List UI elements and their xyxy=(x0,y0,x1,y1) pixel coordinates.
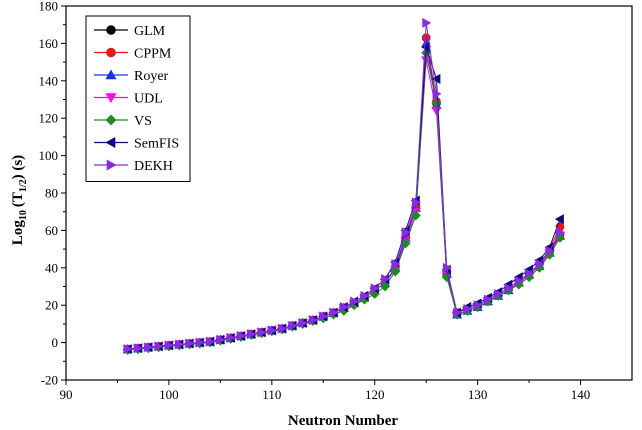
legend-label-semfis: SemFIS xyxy=(134,137,179,152)
x-tick-label: 140 xyxy=(571,387,591,402)
data-point-dekh xyxy=(195,337,205,348)
data-point-dekh xyxy=(319,311,329,322)
x-tick-label: 130 xyxy=(468,387,488,402)
y-tick-label: 140 xyxy=(39,73,59,88)
y-tick-label: 80 xyxy=(45,186,58,201)
y-tick-label: -20 xyxy=(41,373,58,388)
data-point-dekh xyxy=(257,327,267,338)
y-tick-label: 160 xyxy=(39,36,59,51)
data-point-dekh xyxy=(267,325,277,336)
y-tick-label: 180 xyxy=(39,0,59,14)
y-axis-title-sub2: 1/2 xyxy=(18,179,29,192)
data-point-dekh xyxy=(535,259,545,270)
legend: GLM CPPM Royer UDL VS SemFIS DEKH xyxy=(85,15,191,182)
legend-label-glm: GLM xyxy=(134,24,166,39)
data-point-dekh xyxy=(556,227,566,238)
x-tick-label: 100 xyxy=(159,387,179,402)
legend-marker-royer xyxy=(105,69,117,80)
data-point-dekh xyxy=(401,227,411,238)
y-axis-title: Log10 (T1/2) (s) xyxy=(10,155,29,245)
data-point-dekh xyxy=(298,317,308,328)
data-point-dekh xyxy=(453,307,463,318)
y-axis-title-end: ) (s) xyxy=(10,155,26,180)
data-point-dekh xyxy=(288,320,298,331)
legend-marker-udl xyxy=(105,93,117,104)
data-point-dekh xyxy=(525,268,535,279)
data-point-dekh xyxy=(463,303,473,314)
data-point-dekh xyxy=(165,340,175,351)
data-point-dekh xyxy=(370,283,380,294)
data-point-dekh xyxy=(494,288,504,299)
x-tick-label: 90 xyxy=(60,387,73,402)
legend-label-cppm: CPPM xyxy=(134,47,172,62)
data-point-dekh xyxy=(175,339,185,350)
data-point-dekh xyxy=(381,274,391,285)
y-axis-title-main: Log xyxy=(10,220,26,246)
data-point-vs xyxy=(431,98,442,109)
series-line-glm xyxy=(127,37,561,350)
data-point-dekh xyxy=(309,315,319,326)
series-line-cppm xyxy=(127,37,561,350)
legend-label-vs: VS xyxy=(134,114,152,129)
data-point-dekh xyxy=(411,197,422,208)
y-axis-title-sub: 10 xyxy=(18,210,29,220)
data-point-dekh xyxy=(391,259,401,270)
y-tick-label: 0 xyxy=(52,335,59,350)
data-point-dekh xyxy=(339,302,349,313)
y-tick-label: 60 xyxy=(45,223,58,238)
series-dekh xyxy=(123,17,566,355)
data-point-vs xyxy=(441,272,452,283)
data-point-dekh xyxy=(484,294,494,305)
data-point-dekh xyxy=(350,296,360,307)
legend-label-udl: UDL xyxy=(134,92,163,107)
x-tick-label: 110 xyxy=(262,387,281,402)
data-point-vs xyxy=(390,266,401,277)
data-point-dekh xyxy=(185,338,195,349)
data-point-semfis xyxy=(554,214,564,225)
data-point-dekh xyxy=(247,329,257,340)
legend-marker-cppm xyxy=(106,47,116,58)
legend-marker-vs xyxy=(105,114,117,126)
axes: 90 100 110 120 130 140 -20 0 20 40 60 80 100 120 140 16… xyxy=(39,0,633,402)
y-axis-title-mid: (T xyxy=(10,192,26,207)
legend-marker-dekh xyxy=(106,159,117,171)
data-point-dekh xyxy=(237,331,247,342)
legend-label-dekh: DEKH xyxy=(134,159,173,174)
data-point-dekh xyxy=(545,245,555,256)
data-point-dekh xyxy=(504,283,514,294)
data-point-dekh xyxy=(206,336,216,347)
x-axis-title: Neutron Number xyxy=(288,413,398,429)
y-tick-label: 40 xyxy=(45,260,58,275)
data-point-dekh xyxy=(360,290,370,301)
y-tick-label: 100 xyxy=(39,148,59,163)
data-point-dekh xyxy=(329,307,339,318)
data-point-dekh xyxy=(442,262,452,273)
data-point-dekh xyxy=(123,344,133,355)
data-point-dekh xyxy=(216,334,226,345)
data-point-dekh xyxy=(422,17,432,28)
data-point-dekh xyxy=(144,342,154,353)
data-point-dekh xyxy=(154,341,164,352)
data-point-dekh xyxy=(134,343,144,354)
data-point-vs xyxy=(380,281,390,292)
legend-label-royer: Royer xyxy=(134,69,169,84)
legend-marker-semfis xyxy=(105,136,116,149)
y-tick-label: 120 xyxy=(39,111,59,126)
data-point-dekh xyxy=(473,300,483,311)
y-tick-label: 20 xyxy=(45,298,58,313)
legend-marker-glm xyxy=(106,25,116,35)
data-point-semfis xyxy=(431,73,441,84)
plot-area xyxy=(122,17,566,356)
data-point-dekh xyxy=(432,88,442,99)
series-line-dekh xyxy=(127,22,561,350)
x-tick-label: 120 xyxy=(365,387,385,402)
data-point-vs xyxy=(410,210,421,221)
legend-box xyxy=(85,15,191,182)
data-point-dekh xyxy=(226,332,236,343)
data-point-dekh xyxy=(278,323,288,334)
data-point-dekh xyxy=(514,275,524,286)
